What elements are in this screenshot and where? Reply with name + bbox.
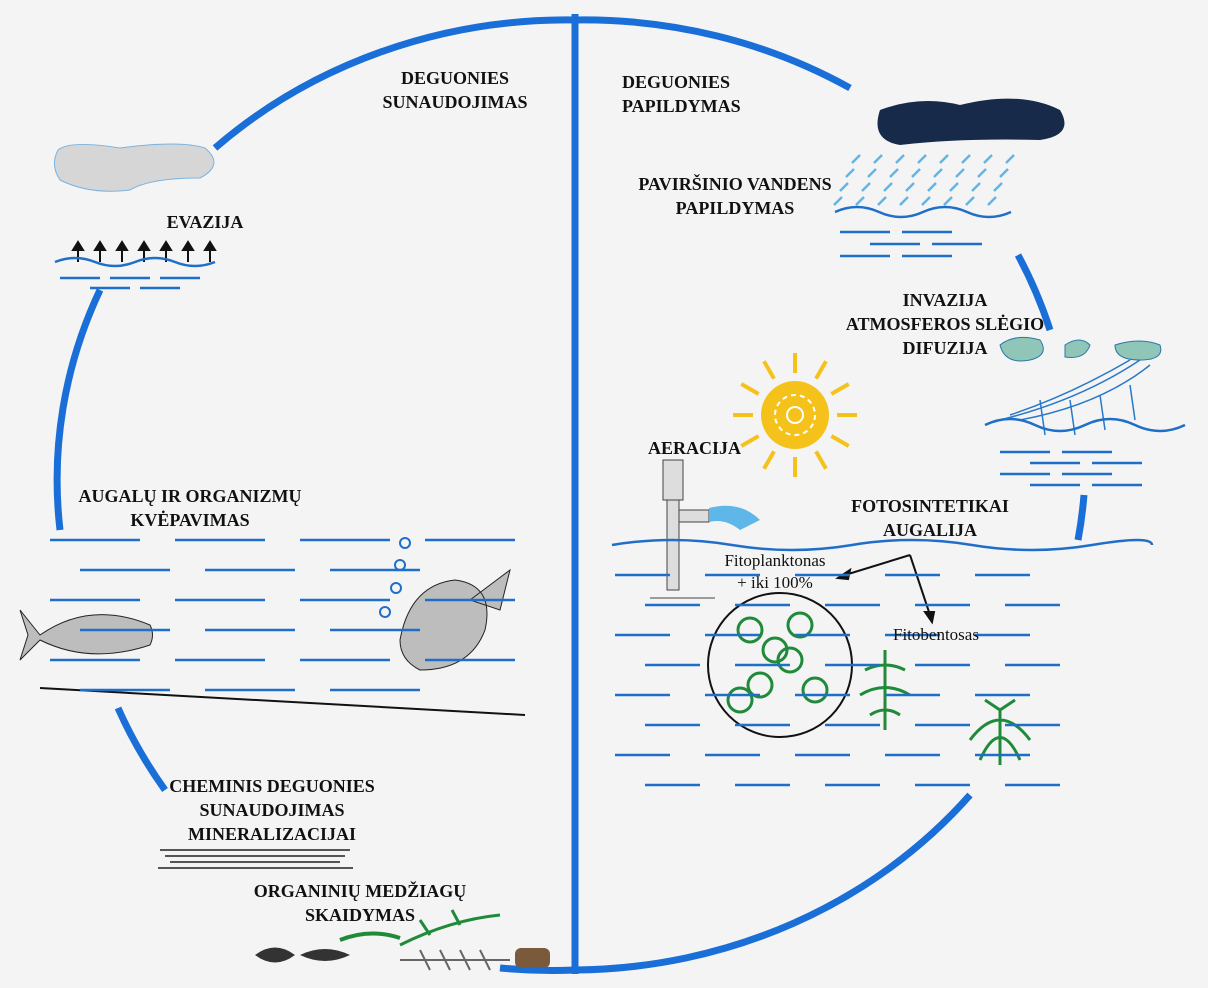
label: AUGALIJA <box>883 520 977 540</box>
label: + iki 100% <box>737 573 813 592</box>
label: PAPILDYMAS <box>676 198 795 218</box>
cycle-arc <box>500 968 575 970</box>
label: ORGANINIŲ MEDŽIAGŲ <box>254 880 467 901</box>
label: CHEMINIS DEGUONIES <box>169 776 375 796</box>
label: SKAIDYMAS <box>305 905 415 925</box>
label: AUGALŲ IR ORGANIZMŲ <box>78 486 301 506</box>
label: SUNAUDOJIMAS <box>382 92 527 112</box>
shell <box>515 948 550 968</box>
label: FOTOSINTETIKAI <box>851 496 1009 516</box>
label: EVAZIJA <box>167 212 244 232</box>
label: DEGUONIES <box>401 68 509 88</box>
label: Fitoplanktonas <box>724 551 825 570</box>
label: DIFUZIJA <box>902 338 987 358</box>
label: AERACIJA <box>648 438 741 458</box>
label: MINERALIZACIJAI <box>188 824 356 844</box>
label: INVAZIJA <box>903 290 988 310</box>
label: Fitobentosas <box>893 625 979 644</box>
label: PAVIRŠINIO VANDENS <box>638 173 831 194</box>
diagram: DEGUONIES SUNAUDOJIMAS DEGUONIES PAPILDYMAS… <box>0 0 1208 988</box>
storm-cloud <box>878 99 1065 145</box>
label: DEGUONIES <box>622 72 730 92</box>
label: SUNAUDOJIMAS <box>199 800 344 820</box>
label: PAPILDYMAS <box>622 96 741 116</box>
label: KVĖPAVIMAS <box>130 510 249 530</box>
label: ATMOSFEROS SLĖGIO <box>846 314 1044 334</box>
